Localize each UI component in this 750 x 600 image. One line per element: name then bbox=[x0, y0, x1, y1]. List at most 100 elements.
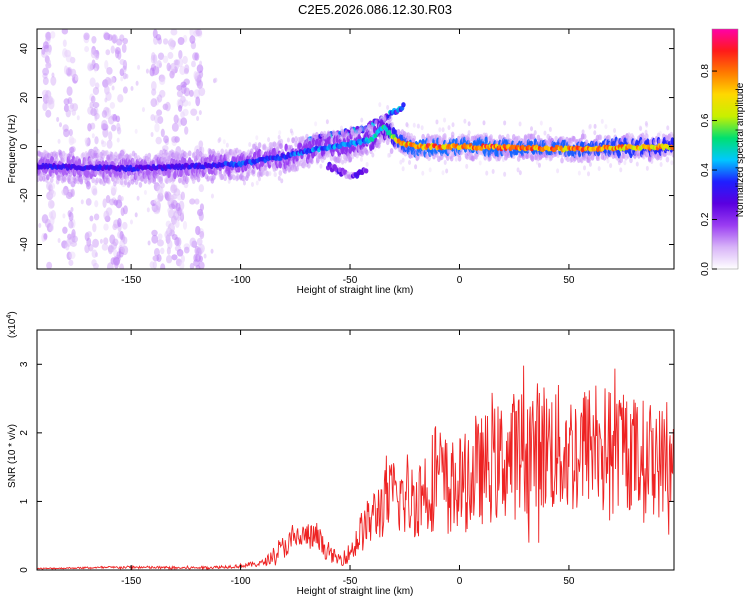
spectrum-cell bbox=[416, 123, 420, 129]
spectrum-cell bbox=[289, 128, 293, 134]
spectrum-cell bbox=[151, 234, 159, 244]
spectrum-cell bbox=[91, 35, 97, 44]
spectrum-cell bbox=[116, 38, 123, 46]
spectrum-cell bbox=[177, 36, 185, 45]
spectrum-cell bbox=[478, 160, 482, 166]
spectrum-cell bbox=[110, 45, 115, 54]
spectrum-cell bbox=[482, 120, 486, 126]
spectrum-cell bbox=[385, 139, 390, 146]
spectrum-cell bbox=[156, 94, 163, 103]
spectrum-cell bbox=[168, 177, 172, 184]
spectrum-cell bbox=[92, 101, 100, 109]
spectrum-cell bbox=[291, 137, 295, 144]
spectrum-cell bbox=[120, 246, 128, 253]
spectrogram-x-ticks: -150 -100 -50 0 50 bbox=[121, 29, 575, 286]
spectrum-cell bbox=[112, 223, 118, 231]
spectrum-cell bbox=[428, 167, 432, 173]
spectrum-cell bbox=[596, 155, 601, 162]
spectrum-cell bbox=[45, 109, 52, 118]
spectrum-cell bbox=[387, 129, 392, 135]
spectrum-cell bbox=[255, 135, 259, 141]
spectrum-cell bbox=[100, 139, 104, 145]
spectrum-cell bbox=[613, 128, 617, 134]
spectrum-cell bbox=[68, 259, 74, 266]
spectrum-cell bbox=[249, 148, 254, 155]
spectrum-cell bbox=[203, 253, 207, 259]
spectrum-cell bbox=[177, 58, 184, 68]
spectrum-cell bbox=[47, 199, 55, 209]
spectrum-cell bbox=[277, 175, 281, 181]
spectrum-cell bbox=[104, 97, 108, 103]
spectrum-cell bbox=[61, 29, 69, 35]
spectrum-cell bbox=[115, 115, 121, 123]
spectrum-cell bbox=[265, 170, 270, 177]
snr-y-label: SNR (10 * v/v) bbox=[7, 424, 18, 488]
spectrum-cell bbox=[112, 34, 117, 44]
spectrum-cell bbox=[157, 233, 163, 240]
spectrum-cell bbox=[223, 175, 227, 182]
spectrum-cell bbox=[198, 146, 202, 152]
spectrum-cell bbox=[94, 136, 99, 145]
spectrum-cell bbox=[90, 108, 97, 117]
spectrum-cell bbox=[301, 136, 305, 143]
spectrum-cell bbox=[327, 132, 332, 139]
spectrum-cell bbox=[91, 177, 95, 184]
spectrum-cell bbox=[149, 67, 155, 77]
spectrum-cell bbox=[189, 35, 196, 44]
spectrum-cell bbox=[371, 152, 375, 158]
spectrum-cell bbox=[189, 262, 195, 269]
y-tick-label: -20 bbox=[19, 188, 30, 203]
spectrum-cell bbox=[447, 125, 451, 131]
spectrum-cell bbox=[94, 169, 98, 176]
spectrum-cell bbox=[388, 152, 392, 158]
y-tick-label: 1 bbox=[19, 498, 30, 504]
spectrum-cell bbox=[537, 162, 541, 168]
spectrum-cell bbox=[577, 170, 581, 176]
spectrum-cell bbox=[68, 129, 73, 137]
spectrum-cell bbox=[99, 238, 103, 244]
spectrum-cell bbox=[117, 94, 124, 103]
spectrum-cell bbox=[399, 159, 403, 165]
spectrum-cell bbox=[230, 170, 234, 177]
spectrum-cell bbox=[54, 156, 59, 163]
spectrum-cell bbox=[70, 232, 76, 242]
spectrum-cell bbox=[248, 142, 252, 148]
spectrum-cell bbox=[76, 115, 80, 121]
spectrum-cell bbox=[644, 121, 648, 127]
x-tick-label: -100 bbox=[231, 275, 251, 286]
spectrum-cell bbox=[66, 86, 73, 96]
spectrum-cell bbox=[199, 230, 205, 240]
spectrum-cell bbox=[187, 101, 191, 107]
spectrum-cell bbox=[174, 219, 180, 228]
spectrum-cell bbox=[602, 154, 607, 161]
spectrum-cell bbox=[129, 219, 133, 225]
spectrum-cell bbox=[441, 127, 445, 133]
spectrum-cell bbox=[191, 177, 196, 184]
colorbar: 0.0 0.2 0.4 0.6 0.8 Normalized spectral ampl… bbox=[700, 28, 746, 276]
spectrum-cell bbox=[191, 60, 196, 68]
spectrum-cell bbox=[220, 148, 224, 155]
spectrum-cell bbox=[533, 130, 537, 136]
spectrum-cell bbox=[198, 211, 204, 221]
spectrum-cell bbox=[107, 245, 115, 253]
spectrum-cell bbox=[295, 165, 299, 172]
spectrum-cell bbox=[103, 237, 109, 245]
spectrum-cell bbox=[232, 174, 236, 181]
spectrum-cell bbox=[177, 206, 182, 217]
spectrum-cell bbox=[69, 137, 77, 144]
spectrum-cell bbox=[165, 254, 173, 264]
spectrum-cell bbox=[451, 122, 455, 128]
x-tick-label: -100 bbox=[231, 576, 251, 587]
spectrum-cell bbox=[65, 238, 72, 247]
spectrum-cell bbox=[128, 153, 133, 160]
spectrum-cell bbox=[127, 179, 132, 186]
spectrum-cell bbox=[516, 167, 520, 173]
spectrum-cell bbox=[176, 237, 182, 247]
spectrum-cell bbox=[178, 85, 182, 91]
spectrum-cell bbox=[196, 116, 200, 122]
spectrum-cell bbox=[167, 51, 174, 60]
spectrum-cell bbox=[225, 142, 229, 148]
spectrum-cell bbox=[408, 160, 412, 166]
x-tick-label: 50 bbox=[563, 275, 575, 286]
spectrum-cell bbox=[412, 135, 417, 142]
